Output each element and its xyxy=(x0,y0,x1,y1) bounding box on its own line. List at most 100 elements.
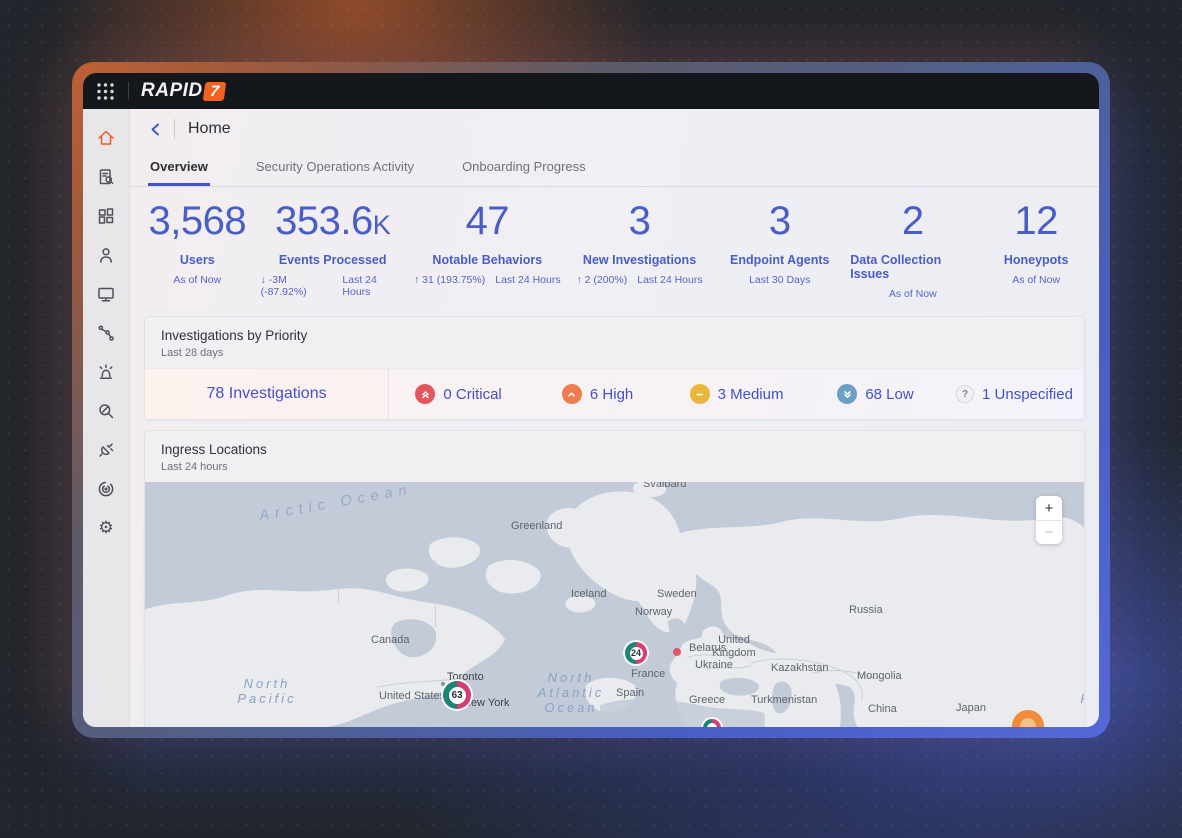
map-label-iceland: Iceland xyxy=(571,588,607,600)
map-label-north-atlantic-ocean: North Atlantic Ocean xyxy=(537,670,605,715)
low-icon xyxy=(837,384,858,404)
log-search-icon xyxy=(99,168,114,184)
zoom-in-button[interactable]: + xyxy=(1044,499,1054,517)
topbar-divider xyxy=(128,82,129,100)
kpi-value: 12 xyxy=(1014,199,1058,243)
kpi-new-investigations[interactable]: 3 New Investigations ↑ 2 (200%) Last 24 H… xyxy=(566,199,713,300)
kpi-label: Notable Behaviors xyxy=(432,253,543,267)
investigations-by-priority-card: Investigations by Priority Last 28 days … xyxy=(144,316,1085,420)
app-switcher-icon[interactable] xyxy=(96,82,115,101)
kpi-value: 3 xyxy=(768,199,791,243)
map-label-united-kingdom: United Kingdom xyxy=(712,634,756,659)
tab-onboarding-progress[interactable]: Onboarding Progress xyxy=(462,159,586,174)
kpi-subtext: Last 30 Days xyxy=(749,274,811,286)
plug-icon xyxy=(99,442,114,457)
unspecified-icon: ? xyxy=(956,385,975,403)
sidebar-item-alerts[interactable] xyxy=(83,352,129,391)
kpi-label: Users xyxy=(179,253,215,267)
sidebar-item-log-search[interactable] xyxy=(83,157,129,196)
zoom-out-button[interactable]: − xyxy=(1036,520,1062,544)
map-label-japan: Japan xyxy=(956,702,986,714)
medium-icon xyxy=(689,384,710,404)
toronto-city-dot xyxy=(441,682,445,686)
map-label-toronto: Toronto xyxy=(447,671,484,683)
card-subtitle: Last 28 days xyxy=(161,347,224,359)
priority-critical[interactable]: 0 Critical xyxy=(389,369,528,419)
sidebar-item-endpoints[interactable] xyxy=(83,274,129,313)
kpi-label: New Investigations xyxy=(582,253,697,267)
kpi-subtext: As of Now xyxy=(173,274,222,286)
map-label-greenland: Greenland xyxy=(511,520,563,532)
map-label-china: China xyxy=(868,703,897,715)
map-label-russia: Russia xyxy=(849,604,883,616)
ingress-marker-new-york[interactable]: 63 xyxy=(443,681,471,709)
kpi-data-collection-issues[interactable]: 2 Data Collection Issues As of Now xyxy=(846,199,979,300)
logo-text: RAPID xyxy=(141,80,203,101)
marker-count: 24 xyxy=(629,646,643,660)
header-divider xyxy=(174,119,175,139)
card-title: Investigations by Priority xyxy=(161,328,308,343)
critical-icon xyxy=(415,384,436,404)
map-label-france: France xyxy=(631,668,666,680)
sidebar-item-settings[interactable]: ⚙ xyxy=(83,508,129,547)
priority-row: 78 Investigations 0 Critical 6 High xyxy=(145,368,1084,419)
kpi-endpoint-agents[interactable]: 3 Endpoint Agents Last 30 Days xyxy=(713,199,846,300)
kpi-events-processed[interactable]: 353.6K Events Processed ↓ -3M (-87.92%) L… xyxy=(257,199,409,300)
map-label-norway: Norway xyxy=(635,606,673,618)
sidebar-item-dashboards[interactable] xyxy=(83,196,129,235)
sidebar-item-home[interactable] xyxy=(83,118,129,157)
priority-medium[interactable]: 3 Medium xyxy=(667,369,806,419)
map-label-svalbard: Svalbard xyxy=(643,482,687,490)
sidebar-item-threat-hunt[interactable] xyxy=(83,391,129,430)
world-map[interactable]: Arctic Ocean North Atlantic Ocean North … xyxy=(145,482,1084,727)
priority-unspecified[interactable]: ? 1 Unspecified xyxy=(945,369,1084,419)
kpi-honeypots[interactable]: 12 Honeypots As of Now xyxy=(979,199,1093,300)
tab-security-operations-activity[interactable]: Security Operations Activity xyxy=(255,159,415,174)
map-label-north-pacific-right: North Pacific xyxy=(1065,676,1084,706)
total-investigations[interactable]: 78 Investigations xyxy=(145,369,390,419)
ingress-locations-card: Ingress Locations Last 24 hours xyxy=(144,430,1085,727)
map-label-sweden: Sweden xyxy=(657,588,697,600)
kpi-subtext: As of Now xyxy=(888,288,937,300)
kpi-subtext: As of Now xyxy=(1012,274,1061,286)
ingress-marker-greece[interactable] xyxy=(703,719,721,727)
priority-high[interactable]: 6 High xyxy=(528,369,667,419)
ingress-marker-pacific[interactable] xyxy=(1012,710,1044,727)
map-label-canada: Canada xyxy=(371,634,410,646)
sidebar-item-users[interactable] xyxy=(83,235,129,274)
app-window-frame: RAPID 7 xyxy=(72,62,1110,738)
sidebar-item-integrations[interactable] xyxy=(83,430,129,469)
back-button[interactable] xyxy=(148,122,163,137)
topbar: RAPID 7 xyxy=(83,73,1099,109)
kpi-value: 3 xyxy=(628,199,651,243)
kpi-value: 2 xyxy=(901,199,924,243)
priority-low[interactable]: 68 Low xyxy=(806,369,945,419)
sidebar-item-workflows[interactable] xyxy=(83,313,129,352)
siren-icon xyxy=(99,363,113,379)
monitor-icon xyxy=(98,287,114,302)
map-zoom-control: + − xyxy=(1036,496,1062,544)
card-title: Ingress Locations xyxy=(161,442,267,457)
kpi-value: 3,568 xyxy=(148,199,247,243)
ingress-marker-united-kingdom[interactable]: 24 xyxy=(625,642,647,664)
kpi-subtext: ↓ -3M (-87.92%) Last 24 Hours xyxy=(260,274,377,298)
sidebar: ⚙ xyxy=(83,109,130,727)
rapid7-logo[interactable]: RAPID 7 xyxy=(141,80,226,102)
tab-overview[interactable]: Overview xyxy=(148,149,210,186)
radar-icon xyxy=(98,481,114,496)
total-investigations-label: 78 Investigations xyxy=(206,385,327,402)
map-label-united-states: United States xyxy=(379,690,446,702)
sidebar-item-radar[interactable] xyxy=(83,469,129,508)
card-subtitle: Last 24 hours xyxy=(161,461,228,473)
high-icon xyxy=(561,384,582,404)
kpi-users[interactable]: 3,568 Users As of Now xyxy=(138,199,257,300)
kpi-notable-behaviors[interactable]: 47 Notable Behaviors ↑ 31 (193.75%) Last … xyxy=(409,199,566,300)
kpi-label: Data Collection Issues xyxy=(850,253,942,281)
ingress-marker-dot-belarus[interactable] xyxy=(673,648,681,656)
kpi-row: 3,568 Users As of Now 353.6K Events Proc… xyxy=(130,187,1099,312)
kpi-value: 47 xyxy=(465,199,510,243)
user-icon xyxy=(100,247,112,263)
map-label-turkmenistan: Turkmenistan xyxy=(751,694,818,706)
workflow-icon xyxy=(98,324,114,341)
map-label-mongolia: Mongolia xyxy=(857,670,902,682)
